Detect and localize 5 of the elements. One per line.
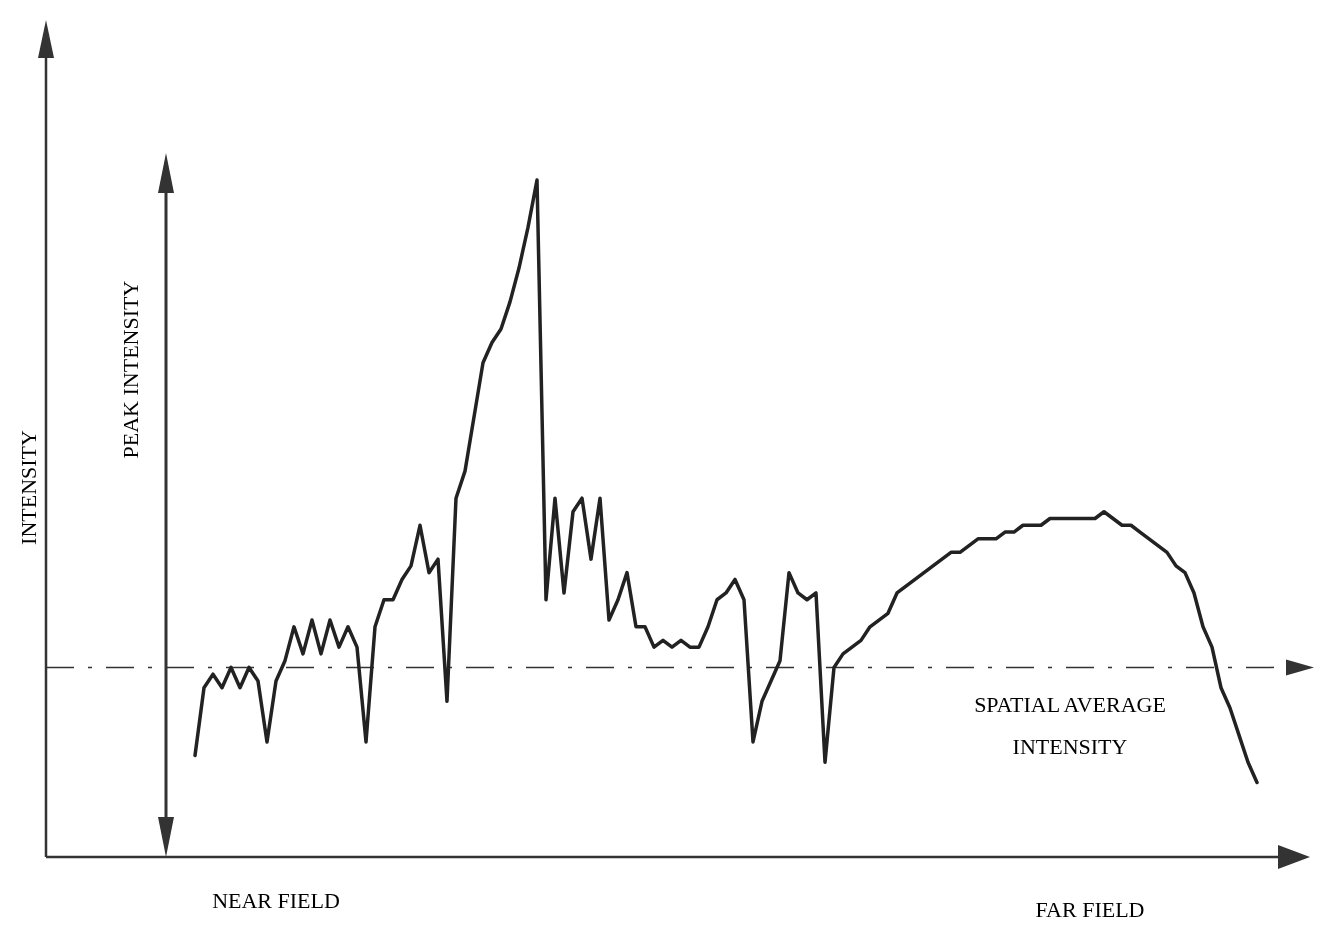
ref-line-label: SPATIAL AVERAGE INTENSITY	[974, 692, 1166, 760]
text: FAR FIELD	[1035, 897, 1145, 922]
text: PEAK INTENSITY	[118, 280, 143, 459]
text: NEAR FIELD	[212, 888, 340, 913]
text: INTENSITY	[16, 429, 41, 545]
